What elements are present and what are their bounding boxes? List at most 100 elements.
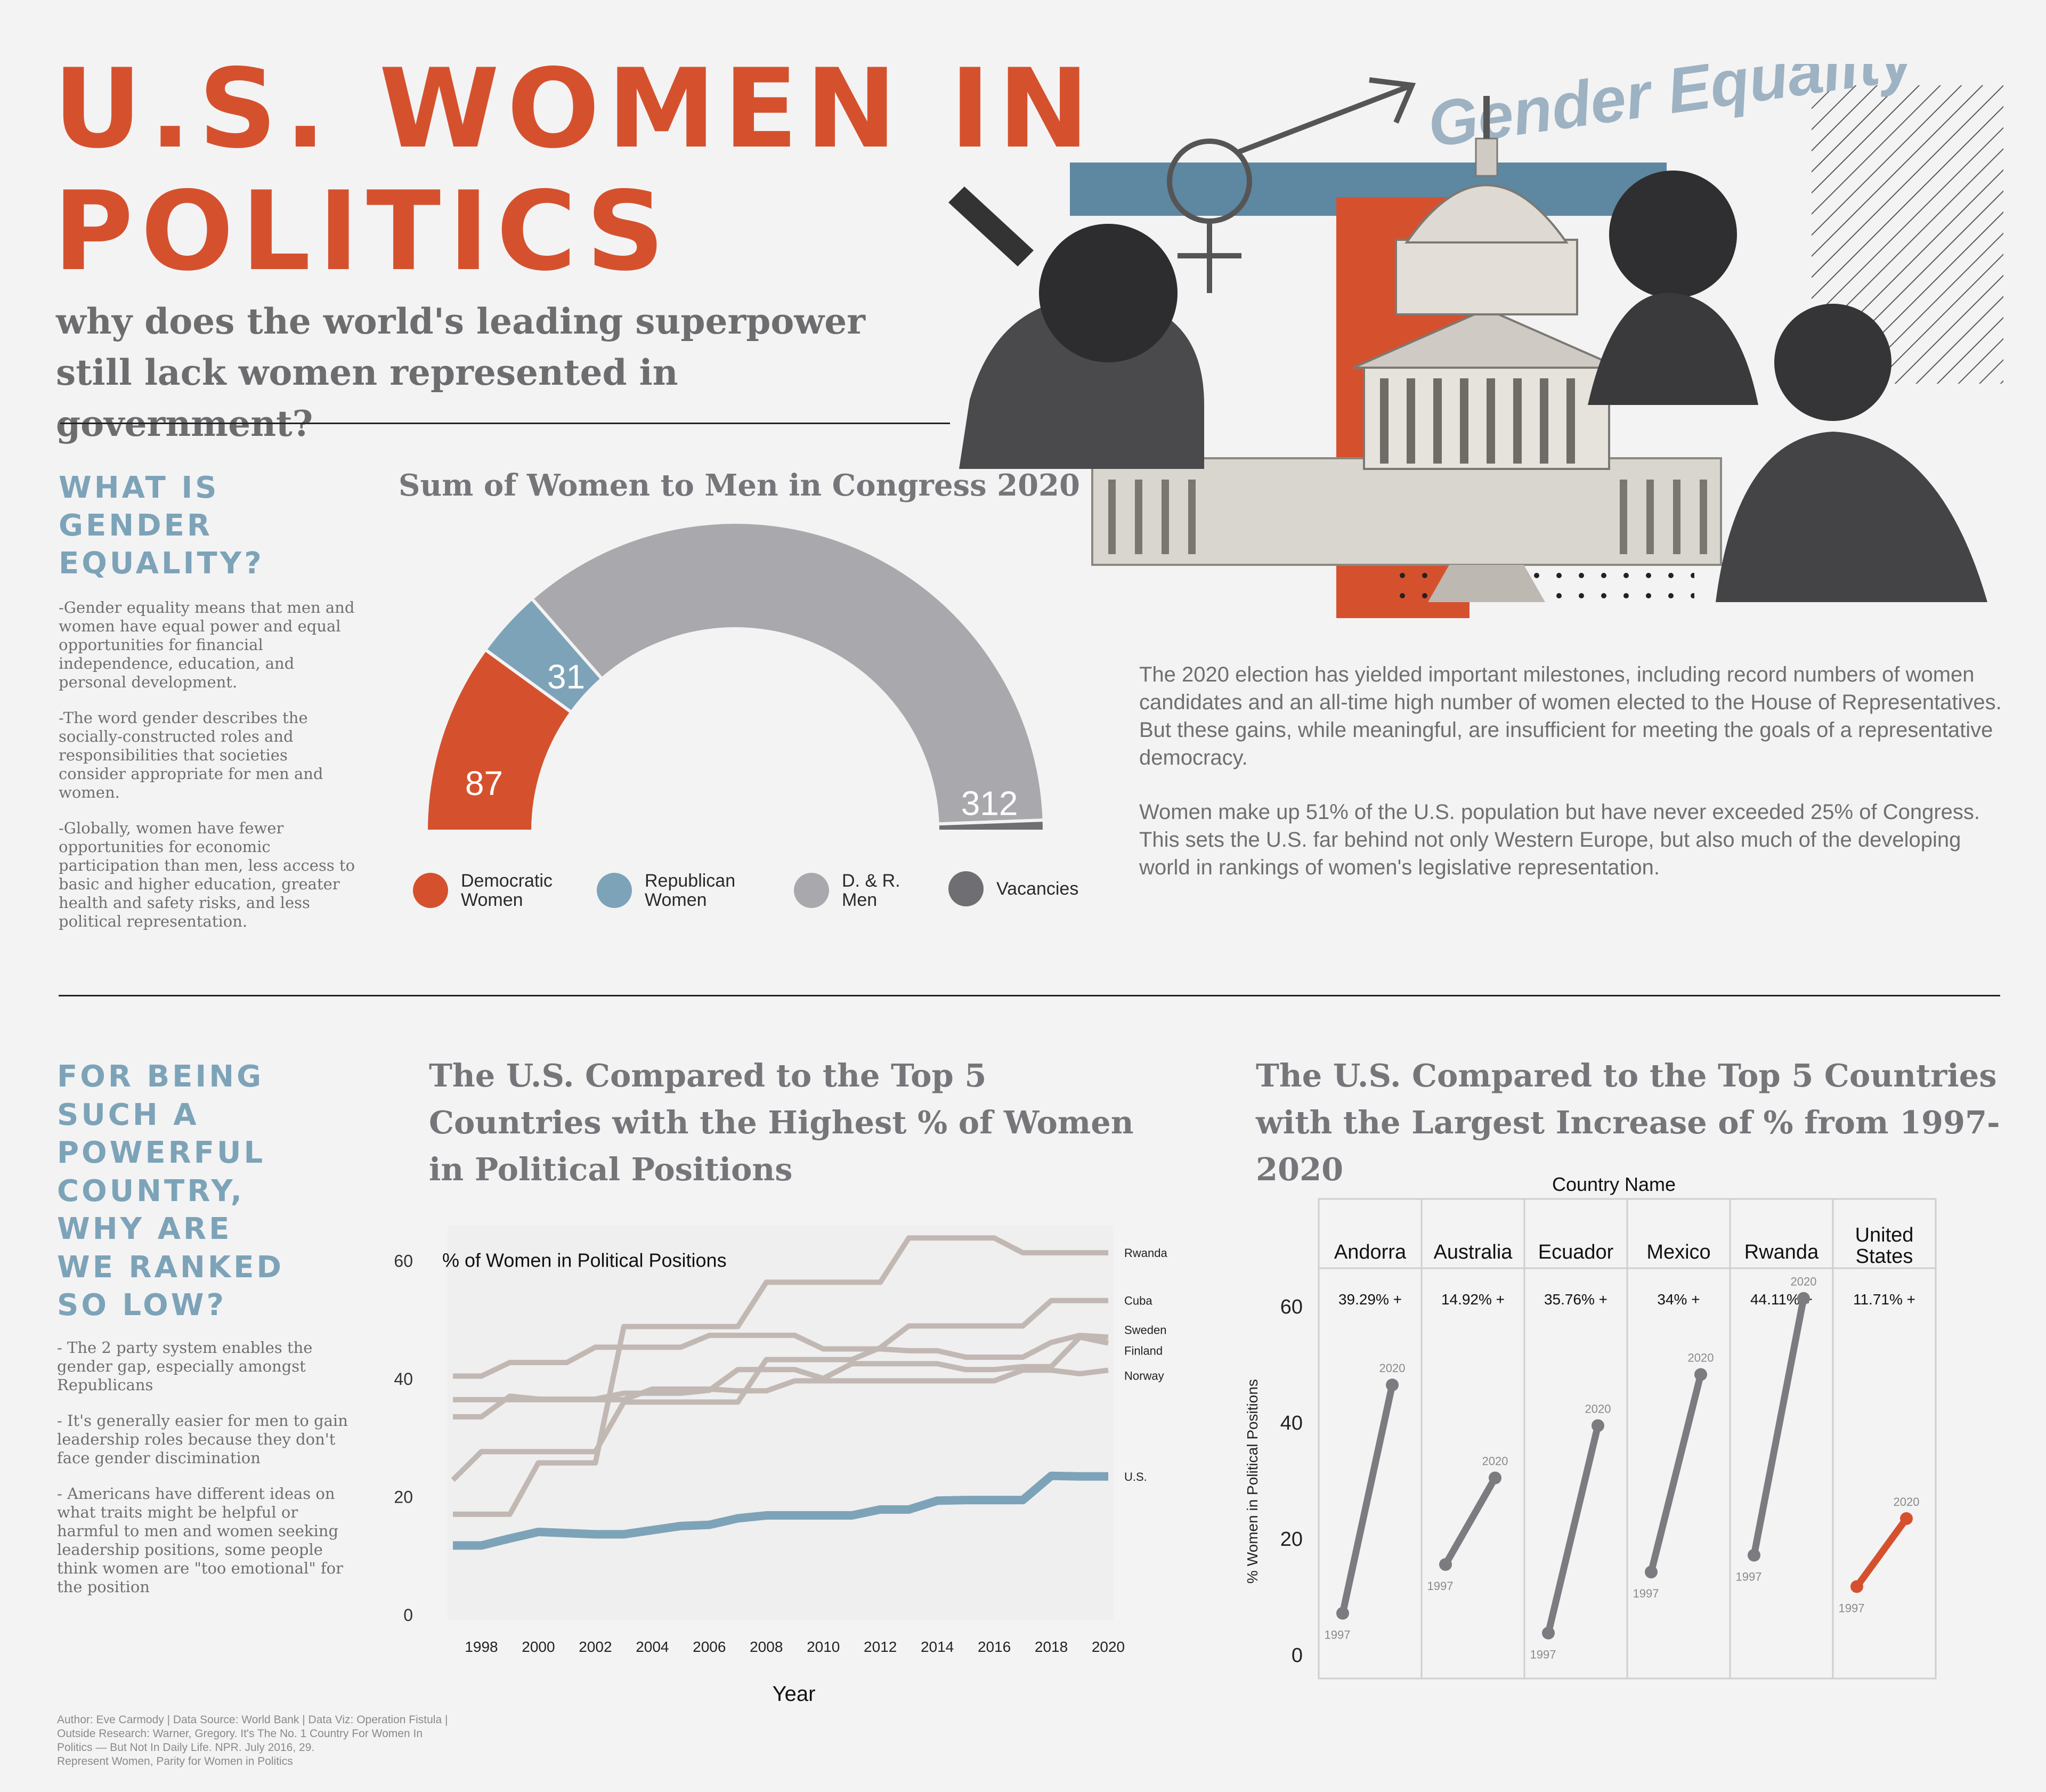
series-label: U.S. [1124,1470,1147,1483]
legend-dot-democratic [413,873,448,908]
ranked-section: FOR BEING SUCH A POWERFUL COUNTRY, WHY A… [57,1058,355,1613]
footer-line-3: Politics — But Not In Daily Life. NPR. J… [57,1741,315,1754]
plot-area [448,1226,1114,1620]
x-tick-label: 2016 [978,1639,1011,1655]
point-2020 [1900,1512,1913,1525]
legend-dot-men [794,873,829,908]
legend-democratic-women: Democratic Women [413,871,567,910]
point-label-1997: 1997 [1633,1587,1659,1600]
x-tick-label: 2020 [1092,1639,1125,1655]
point-2020 [1489,1471,1501,1485]
y-tick-label: 0 [1292,1644,1303,1667]
point-1997 [1850,1580,1863,1593]
footer-line-1: Author: Eve Carmody | Data Source: World… [57,1714,448,1726]
x-tick-label: 2000 [522,1639,555,1655]
change-label: 34% + [1657,1291,1700,1308]
gender-equality-paragraph-1: -Gender equality means that men and wome… [59,598,355,691]
slope-chart: Country Name 0 20 40 60 % Women in Political … [1244,1173,1937,1680]
slope-line [1750,1295,1807,1559]
series-line-sweden [453,1333,1109,1379]
point-label-2020: 2020 [1482,1455,1508,1468]
page-subtitle: why does the world's leading superpower … [56,301,865,444]
legend-vacancies: Vacancies [948,871,1092,906]
intro-paragraph-1: The 2020 election has yielded important … [1139,663,2002,769]
slope-line [1545,1422,1602,1637]
x-tick-label: 2014 [921,1639,954,1655]
x-tick-label: 2010 [807,1639,840,1655]
x-tick-label: 2002 [579,1639,612,1655]
collage-illustration: Gender Equality [948,64,2003,618]
x-axis-label: Year [773,1682,816,1706]
intro-text: The 2020 election has yielded important … [1139,661,2013,908]
slope-line [1647,1371,1704,1576]
point-label-2020: 2020 [1585,1402,1611,1415]
legend-label-democratic: Democratic Women [461,871,553,910]
x-tick-label: 2018 [1035,1639,1068,1655]
y-tick-label: 0 [403,1605,413,1625]
country-label: Ecuador [1538,1241,1614,1263]
series-line-cuba [451,1298,1108,1482]
intro-paragraph-2: Women make up 51% of the U.S. population… [1139,800,1980,879]
series-label: Finland [1124,1344,1163,1357]
gender-equality-section: WHAT IS GENDER EQUALITY? -Gender equalit… [59,469,357,948]
line-chart-title: The U.S. Compared to the Top 5 Countries… [429,1057,1134,1188]
inner-axis-label: % of Women in Political Positions [442,1249,727,1271]
point-1997 [1336,1607,1349,1620]
y-axis-label: % Women in Political Positions [1244,1379,1261,1584]
y-tick-label: 60 [1280,1296,1303,1318]
x-tick-label: 2006 [693,1639,726,1655]
point-label-1997: 1997 [1736,1570,1762,1584]
point-label-2020: 2020 [1688,1351,1714,1365]
series-label: Norway [1124,1369,1164,1382]
change-label: 35.76% + [1544,1291,1607,1308]
legend-label-vacancies: Vacancies [996,879,1079,899]
gender-equality-heading: WHAT IS GENDER EQUALITY? [59,471,264,581]
congress-chart-title: Sum of Women to Men in Congress 2020 [399,468,1080,503]
legend-label-republican: Republican Women [645,871,736,910]
country-label: Australia [1434,1241,1513,1263]
point-label-1997: 1997 [1427,1579,1454,1593]
y-tick-label: 60 [394,1251,413,1270]
slope-line [1442,1474,1499,1568]
legend-dot-vacancies [948,871,984,906]
series-line-rwanda [453,1235,1108,1517]
ranked-paragraph-1: - The 2 party system enables the gender … [57,1338,313,1394]
point-2020 [1386,1379,1399,1392]
y-tick-label: 40 [1280,1412,1303,1434]
country-label-line: States [1856,1245,1913,1268]
ranked-heading: FOR BEING SUCH A POWERFUL COUNTRY, WHY A… [57,1059,284,1323]
point-1997 [1748,1548,1760,1562]
slope-line [1339,1381,1396,1617]
point-1997 [1439,1558,1452,1571]
change-label: 14.92% + [1441,1291,1505,1308]
line-chart: 0 20 40 60 1998 2000 2002 2004 2006 2008 2010 2012 2… [394,1226,1167,1706]
gender-symbol-icon [1167,77,1416,293]
country-label-line: United [1855,1224,1914,1246]
slope-header: Country Name [1552,1173,1676,1195]
y-tick-label: 40 [394,1369,413,1389]
donut-slice-d-r-men [529,521,1046,826]
point-2020 [1694,1368,1707,1381]
x-tick-label: 2012 [864,1639,897,1655]
point-label-1997: 1997 [1530,1648,1556,1661]
country-label: Andorra [1334,1241,1407,1263]
gender-equality-paragraph-2: -The word gender describes the socially-… [59,709,323,801]
footer-line-2: Outside Research: Warner, Gregory. It's … [57,1728,423,1740]
point-2020 [1592,1419,1604,1432]
x-tick-label: 2008 [750,1639,783,1655]
series-line-u-s- [453,1471,1108,1550]
header-divider [60,423,950,424]
footer-line-4: Represent Women, Parity for Women in Pol… [57,1755,293,1767]
title-line-2: POLITICS [53,168,672,295]
capitol-building-icon [1091,96,1722,602]
point-label-1997: 1997 [1839,1601,1865,1615]
section-divider [59,995,2000,996]
point-label-1997: 1997 [1325,1628,1351,1642]
slope-line [1853,1515,1910,1590]
legend-men: D. & R. Men [794,871,911,910]
series-line-norway [453,1367,1109,1402]
ranked-paragraph-3: - Americans have different ideas on what… [57,1484,343,1596]
slope-chart-title: The U.S. Compared to the Top 5 Countries… [1256,1057,2000,1188]
point-1997 [1542,1626,1555,1640]
y-tick-label: 20 [394,1487,413,1506]
